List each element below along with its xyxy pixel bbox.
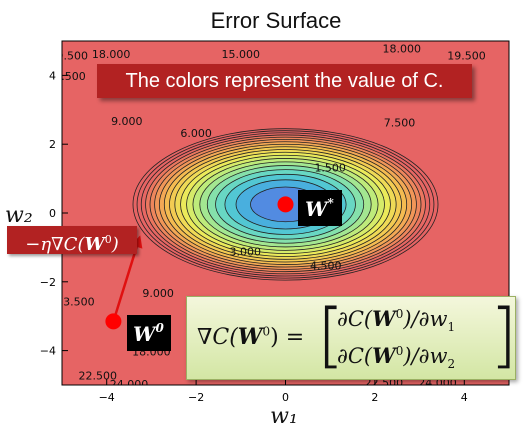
svg-text:W0: W0 [133, 321, 164, 346]
contour-line [132, 128, 439, 281]
gradient-lhs: ∇C(W0) = [197, 324, 304, 350]
contour-line [145, 134, 426, 275]
contour-label: 15.000 [222, 48, 261, 61]
left-bracket: [ [317, 294, 345, 376]
contour-label: 22.500 [365, 376, 404, 389]
contour-line [154, 139, 417, 270]
chart-title: Error Surface [211, 8, 342, 33]
row1-suffix: )/∂w [403, 307, 448, 331]
contour-label: 13.500 [56, 295, 95, 308]
right-bracket: ] [490, 294, 518, 376]
contour-line [180, 151, 391, 257]
y-axis-ticks: −4 −2 0 2 4 [40, 69, 68, 358]
optimum-label-sup: * [327, 196, 334, 210]
contour-label: 22.500 [79, 369, 118, 382]
contour-line [140, 132, 431, 277]
svg-text:W*: W* [305, 196, 334, 221]
gradient-row-2: ∂C(W0)/∂w2 [337, 343, 455, 371]
y-tick-label: −4 [40, 345, 56, 358]
contour-label: 3.000 [230, 246, 262, 259]
contour-label: 6.000 [180, 127, 212, 140]
y-axis-label: w₂ [5, 203, 33, 228]
grad-lhs-w: W [237, 324, 263, 350]
grad-lhs-suffix: ) = [270, 325, 305, 350]
initial-point [105, 313, 122, 330]
contour-label: 18.000 [92, 48, 131, 61]
grad-lhs-sup: 0 [262, 324, 271, 339]
gradient-step-arrow [112, 246, 138, 322]
x-tick-label: 4 [461, 391, 468, 404]
step-w: W [84, 234, 105, 255]
contour-label: 9.000 [142, 287, 174, 300]
contour-line [186, 154, 385, 254]
contour-line [224, 173, 347, 235]
contour-label: 1.500 [314, 161, 346, 174]
contour-line [163, 143, 408, 265]
contour-line [158, 141, 413, 268]
contour-label: 4.500 [310, 259, 342, 272]
contour-label: 24.000 [110, 378, 149, 391]
row2-w: W [372, 343, 396, 368]
x-tick-label: −2 [188, 391, 204, 404]
x-axis-ticks: −4 −2 0 2 4 [99, 379, 468, 404]
contour-label: 19.500 [49, 49, 88, 62]
contour-line [215, 169, 356, 240]
contour-label: 9.000 [111, 115, 143, 128]
gradient-definition-callout: ∇C(W0) = [ ∂C(W0)/∂w1 ∂C(W0)/∂w2 ] [186, 294, 518, 380]
x-tick-label: 2 [371, 391, 378, 404]
contour-line [174, 149, 397, 260]
contour-label: 18.000 [382, 43, 421, 56]
contour-line [199, 161, 372, 248]
optimum-point [277, 196, 294, 213]
contour-line [206, 165, 365, 244]
x-axis-label: w₁ [270, 404, 298, 429]
row1-sub: 1 [447, 320, 456, 335]
contour-line [169, 146, 402, 263]
row2-sup: 0 [395, 344, 404, 358]
initial-label: W [133, 322, 158, 346]
contour-line [192, 158, 379, 251]
contour-label: 24.000 [418, 376, 457, 389]
contour-label: 19.500 [447, 49, 486, 62]
y-tick-label: −2 [40, 276, 56, 289]
row1-sup: 0 [395, 307, 404, 321]
y-tick-label: 0 [49, 207, 56, 220]
contour-label: 16.500 [47, 70, 86, 83]
step-sup: 0 [104, 233, 112, 246]
step-suffix: ) [111, 234, 119, 255]
step-prefix: −η∇C( [25, 234, 85, 255]
row2-prefix: ∂C( [337, 344, 373, 368]
y-tick-label: 4 [49, 69, 56, 82]
x-tick-label: −4 [99, 391, 115, 404]
y-tick-label: 2 [49, 138, 56, 151]
contour-line [149, 136, 422, 273]
initial-label-box: W0 [127, 315, 171, 351]
row1-w: W [372, 306, 396, 331]
row2-sub: 2 [447, 357, 456, 372]
x-tick-label: 0 [282, 391, 289, 404]
row2-suffix: )/∂w [403, 344, 448, 368]
grad-lhs-prefix: ∇C( [197, 325, 238, 350]
initial-label-sup: 0 [155, 321, 164, 335]
row1-prefix: ∂C( [337, 307, 373, 331]
colors-note-banner: The colors represent the value of C. [97, 64, 472, 98]
gradient-step-label: −η∇C(W0) [7, 226, 137, 255]
contour-label: 7.500 [384, 117, 416, 130]
contour-lines [132, 128, 439, 281]
gradient-row-1: ∂C(W0)/∂w1 [337, 306, 455, 334]
contour-line [136, 130, 435, 279]
optimum-label-box: W* [298, 190, 342, 226]
optimum-label: W [305, 197, 330, 221]
